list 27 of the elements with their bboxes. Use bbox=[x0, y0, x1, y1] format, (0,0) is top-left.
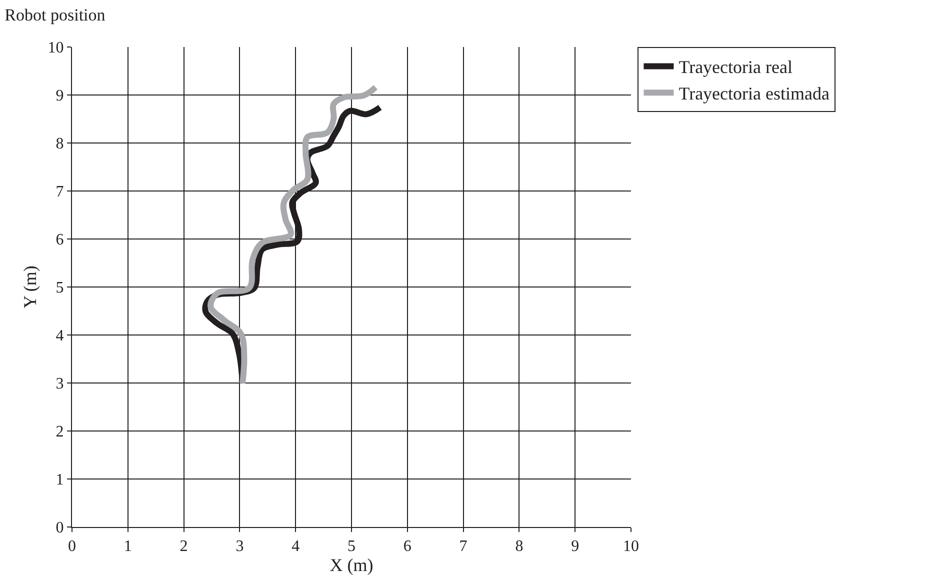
x-axis-title: X (m) bbox=[330, 555, 374, 576]
chart-title: Robot position bbox=[4, 6, 106, 25]
x-tick-label: 7 bbox=[459, 538, 468, 556]
x-tick-label: 10 bbox=[623, 538, 639, 556]
x-tick-label: 9 bbox=[571, 538, 580, 556]
legend-label: Trayectoria real bbox=[678, 57, 793, 78]
y-tick-label: 10 bbox=[48, 40, 64, 57]
y-tick-label: 5 bbox=[56, 280, 64, 297]
x-tick-label: 2 bbox=[180, 538, 188, 556]
legend-label: Trayectoria estimada bbox=[678, 84, 830, 104]
y-tick-label: 0 bbox=[56, 520, 64, 537]
y-tick-label: 6 bbox=[56, 232, 64, 249]
x-tick-label: 3 bbox=[236, 538, 244, 556]
y-tick-label: 9 bbox=[56, 88, 64, 105]
x-tick-label: 8 bbox=[515, 538, 524, 556]
y-tick-label: 2 bbox=[56, 424, 64, 441]
y-tick-label: 1 bbox=[56, 472, 64, 489]
x-tick-label: 1 bbox=[124, 538, 132, 556]
x-tick-label: 5 bbox=[348, 538, 356, 556]
y-tick-label: 4 bbox=[56, 328, 64, 345]
y-tick-label: 7 bbox=[56, 184, 64, 201]
y-tick-label: 3 bbox=[56, 376, 64, 393]
y-axis-title: Y (m) bbox=[20, 266, 40, 308]
x-tick-label: 0 bbox=[68, 538, 76, 556]
y-tick-label: 8 bbox=[56, 136, 64, 153]
x-tick-label: 6 bbox=[403, 538, 412, 556]
x-tick-label: 4 bbox=[292, 538, 300, 556]
